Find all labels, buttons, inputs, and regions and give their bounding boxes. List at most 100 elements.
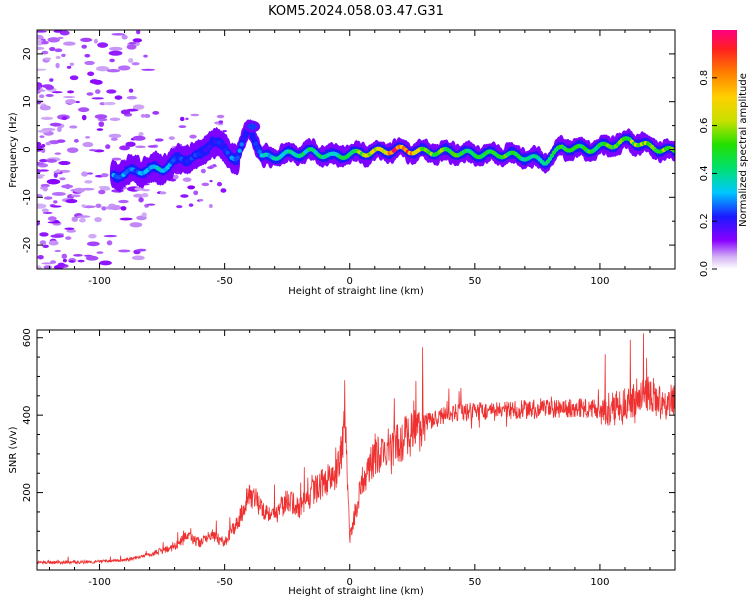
noise-blob: [108, 50, 123, 56]
noise-blob: [105, 144, 111, 150]
noise-blob: [82, 141, 94, 148]
colorbar-gradient: [712, 30, 737, 269]
noise-blob: [37, 254, 44, 260]
noise-blob: [120, 109, 131, 115]
y-tick-label: 10: [22, 95, 33, 108]
ridge-core: [207, 143, 212, 149]
noise-blob: [114, 95, 123, 100]
noise-blob: [103, 101, 116, 106]
noise-blob: [47, 37, 60, 43]
noise-blob: [98, 189, 106, 195]
noise-blob: [63, 41, 76, 46]
noise-blob: [109, 117, 121, 121]
noise-blob: [37, 84, 41, 91]
noise-blob: [87, 71, 95, 76]
noise-blob: [54, 152, 62, 155]
colorbar-ticks: 0.0 0.2 0.4 0.6 0.8: [699, 70, 717, 277]
noise-blob: [47, 216, 57, 221]
noise-blob: [37, 129, 50, 133]
ridge-core: [549, 153, 555, 158]
noise-blob: [190, 113, 200, 117]
noise-blob: [53, 30, 63, 33]
noise-blob: [38, 94, 45, 99]
noise-blob: [53, 172, 58, 178]
noise-blob: [71, 194, 81, 198]
noise-blob: [111, 157, 122, 161]
noise-blob: [216, 114, 225, 119]
ridge-core: [255, 145, 260, 151]
x-tick-label: -50: [216, 276, 232, 287]
snr-plot-area: [37, 333, 675, 566]
noise-blob: [185, 117, 189, 121]
noise-blob: [65, 198, 78, 204]
ridge-core: [241, 136, 246, 141]
ridge-core: [239, 142, 244, 147]
noise-blob: [85, 255, 99, 261]
noise-blob: [40, 183, 50, 188]
noise-blob: [172, 174, 179, 180]
ridge-core: [243, 132, 248, 137]
noise-blob: [118, 249, 131, 253]
noise-blob: [62, 96, 76, 99]
colorbar-tick-label: 0.6: [699, 118, 710, 134]
noise-blob: [55, 62, 60, 69]
noise-blob: [109, 46, 123, 51]
noise-blob: [51, 91, 63, 94]
noise-blob: [86, 92, 94, 96]
noise-blob: [39, 232, 49, 237]
noise-blob: [56, 139, 66, 143]
noise-blob: [68, 260, 75, 263]
noise-blob: [38, 169, 49, 172]
noise-blob: [61, 53, 66, 58]
ridge-core: [251, 136, 256, 141]
noise-blob: [45, 141, 52, 146]
noise-blob: [39, 135, 45, 138]
noise-blob: [54, 48, 63, 53]
spectrogram-marks: [37, 30, 675, 269]
noise-blob: [201, 182, 210, 187]
noise-blob: [37, 168, 41, 175]
ridge-core: [253, 141, 258, 147]
noise-blob: [143, 54, 148, 58]
snr-x-label: Height of straight line (km): [288, 586, 424, 597]
noise-blob: [84, 53, 91, 58]
noise-blob: [73, 187, 85, 193]
noise-blob: [61, 184, 74, 189]
noise-blob: [46, 159, 57, 163]
y-tick-label: -20: [22, 237, 33, 253]
noise-blob: [41, 262, 53, 265]
figure-title: KOM5.2024.058.03.47.G31: [268, 4, 444, 19]
noise-blob: [187, 185, 196, 190]
noise-blob: [106, 89, 117, 94]
noise-blob: [77, 259, 85, 263]
noise-blob: [48, 240, 59, 246]
snr-panel: -100 -50 0 50 100 200 400 600 Height of straig…: [8, 328, 676, 597]
noise-blob: [41, 147, 46, 154]
noise-blob: [73, 254, 83, 257]
spectrogram-x-label: Height of straight line (km): [288, 286, 424, 297]
noise-blob: [95, 203, 102, 208]
noise-blob: [96, 251, 104, 254]
x-tick-label: 0: [347, 577, 353, 588]
noise-blob: [62, 258, 67, 263]
noise-blob: [55, 169, 61, 173]
noise-blob: [138, 131, 144, 137]
noise-blob: [37, 175, 44, 179]
noise-blob: [64, 227, 75, 231]
noise-blob: [126, 44, 137, 50]
x-tick-label: 100: [590, 276, 609, 287]
noise-blob: [193, 190, 199, 196]
noise-blob: [146, 203, 156, 206]
noise-blob: [88, 233, 97, 239]
ridge-core: [235, 155, 240, 160]
noise-blob: [86, 241, 100, 247]
noise-blob: [176, 205, 183, 209]
noise-blob: [212, 164, 217, 167]
noise-blob: [80, 37, 93, 43]
noise-blob: [49, 122, 62, 127]
noise-blob: [147, 145, 157, 148]
noise-blob: [81, 44, 87, 49]
colorbar-tick-label: 0.2: [699, 213, 710, 229]
noise-blob: [97, 42, 109, 48]
